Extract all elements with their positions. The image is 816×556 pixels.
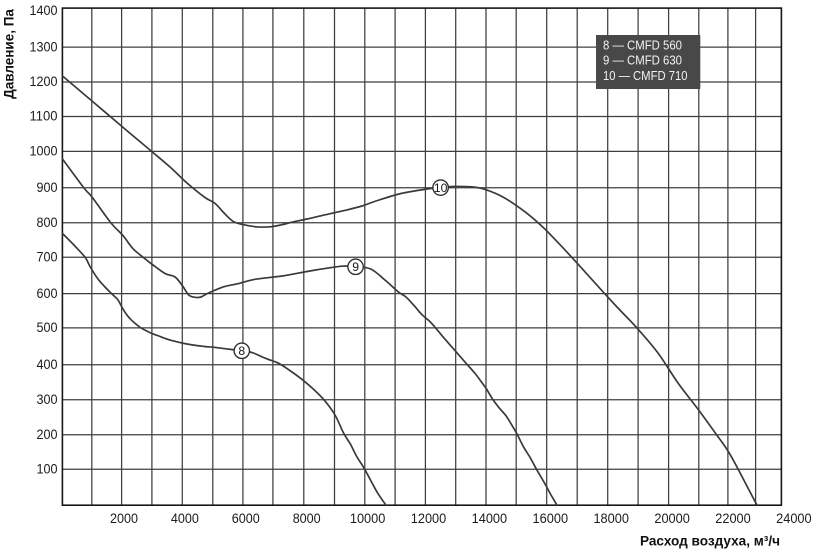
svg-text:100: 100 bbox=[37, 461, 58, 476]
svg-text:900: 900 bbox=[37, 180, 58, 195]
svg-text:20000: 20000 bbox=[654, 511, 690, 526]
svg-text:10000: 10000 bbox=[350, 511, 386, 526]
svg-text:400: 400 bbox=[37, 357, 58, 372]
svg-text:14000: 14000 bbox=[472, 511, 508, 526]
svg-text:1100: 1100 bbox=[30, 109, 58, 124]
svg-text:8000: 8000 bbox=[293, 511, 321, 526]
svg-text:18000: 18000 bbox=[593, 511, 629, 526]
svg-text:9 — CMFD 630: 9 — CMFD 630 bbox=[603, 53, 682, 67]
svg-text:Давление, Па: Давление, Па bbox=[2, 9, 17, 99]
svg-text:8: 8 bbox=[238, 344, 245, 358]
svg-text:12000: 12000 bbox=[411, 511, 447, 526]
svg-text:2000: 2000 bbox=[110, 511, 138, 526]
svg-text:1200: 1200 bbox=[30, 74, 58, 89]
svg-text:22000: 22000 bbox=[715, 511, 751, 526]
svg-text:9: 9 bbox=[352, 260, 359, 274]
svg-text:1300: 1300 bbox=[30, 39, 58, 54]
svg-text:10: 10 bbox=[434, 181, 448, 195]
svg-text:300: 300 bbox=[37, 392, 58, 407]
svg-text:200: 200 bbox=[37, 427, 58, 442]
svg-text:800: 800 bbox=[37, 215, 58, 230]
svg-text:24000: 24000 bbox=[776, 511, 812, 526]
svg-text:600: 600 bbox=[37, 286, 58, 301]
svg-text:16000: 16000 bbox=[533, 511, 569, 526]
svg-text:10 — CMFD 710: 10 — CMFD 710 bbox=[603, 69, 688, 83]
svg-text:8 — CMFD 560: 8 — CMFD 560 bbox=[603, 38, 682, 52]
svg-text:500: 500 bbox=[37, 320, 58, 335]
svg-text:700: 700 bbox=[37, 250, 58, 265]
svg-text:1000: 1000 bbox=[30, 144, 58, 159]
svg-text:Расход воздуха, м³/ч: Расход воздуха, м³/ч bbox=[640, 534, 780, 549]
svg-text:1400: 1400 bbox=[30, 3, 58, 18]
svg-text:6000: 6000 bbox=[232, 511, 260, 526]
svg-text:4000: 4000 bbox=[171, 511, 199, 526]
